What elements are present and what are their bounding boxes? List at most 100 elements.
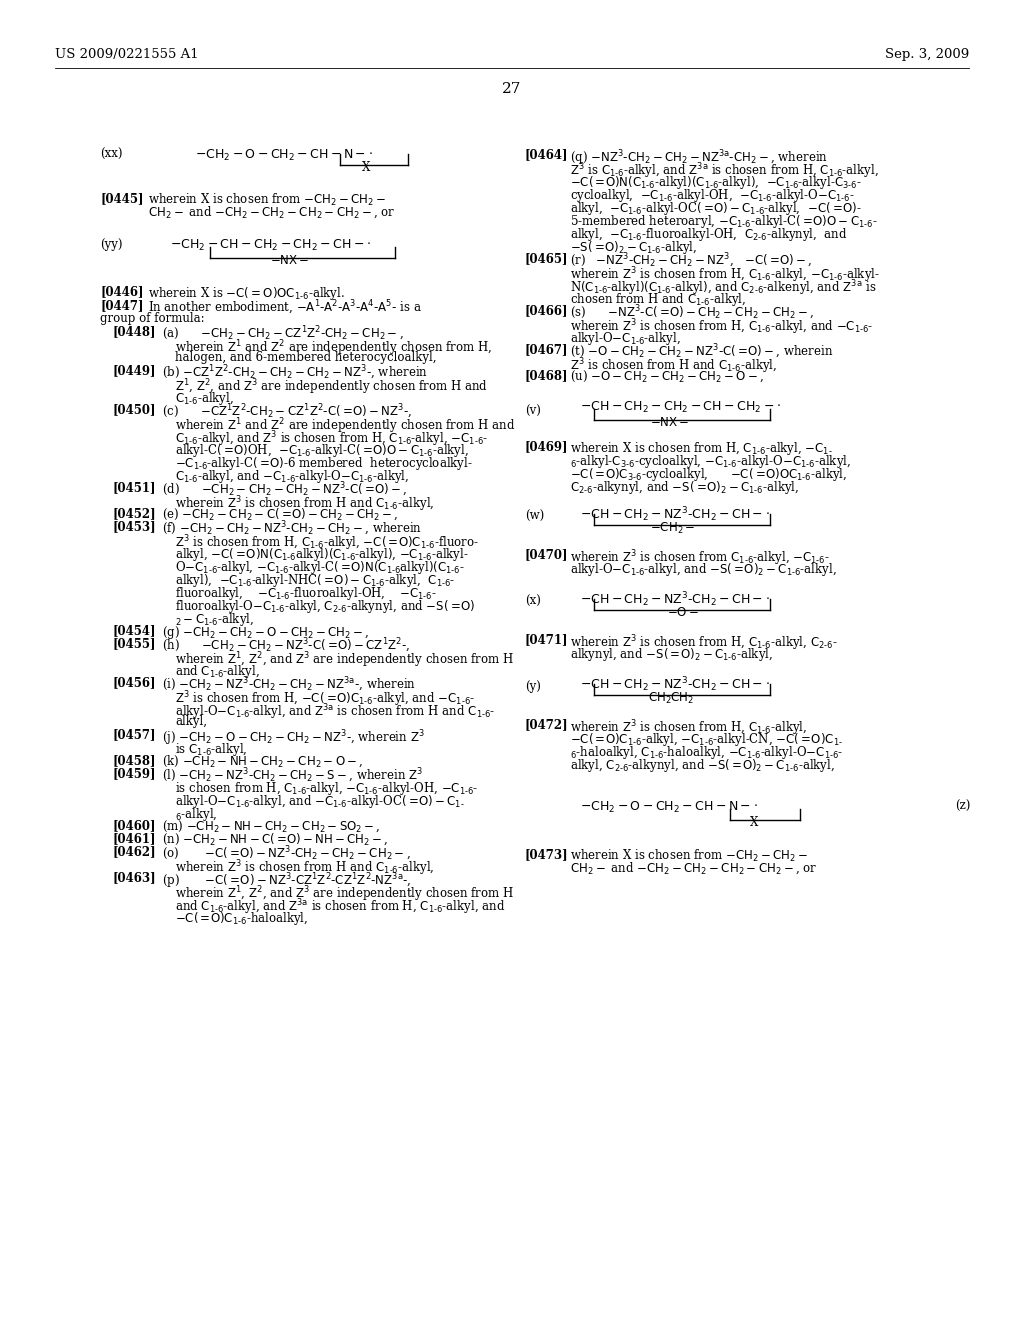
Text: alkyl,  $-\mathrm{C_{1\text{-}6}}$-alkyl-OC$(=\!\mathrm{O})-\mathrm{C_{1\text{-}: alkyl, $-\mathrm{C_{1\text{-}6}}$-alkyl-… xyxy=(570,201,861,216)
Text: wherein $\mathrm{Z^1}$ and $\mathrm{Z^2}$ are independently chosen from H and: wherein $\mathrm{Z^1}$ and $\mathrm{Z^2}… xyxy=(175,416,515,436)
Text: [0464]: [0464] xyxy=(525,148,568,161)
Text: $-\mathrm{C_{1\text{-}6}}$-alkyl-C$(=\!\mathrm{O})$-6 membered  heterocycloalkyl: $-\mathrm{C_{1\text{-}6}}$-alkyl-C$(=\!\… xyxy=(175,455,473,473)
Text: [0460]: [0460] xyxy=(112,818,156,832)
Text: (j) $-\mathrm{CH_2}-\mathrm{O}-\mathrm{CH_2}-\mathrm{CH_2}-\mathrm{NZ^3}\text{-}: (j) $-\mathrm{CH_2}-\mathrm{O}-\mathrm{C… xyxy=(162,729,425,747)
Text: (n) $-\mathrm{CH_2}-\mathrm{NH}-\mathrm{C}(=\!\mathrm{O})-\mathrm{NH}-\mathrm{CH: (n) $-\mathrm{CH_2}-\mathrm{NH}-\mathrm{… xyxy=(162,832,388,847)
Text: (r)   $-\mathrm{NZ^3}\text{-}\mathrm{CH_2}-\mathrm{CH_2}-\mathrm{NZ^3}$,   $-\ma: (r) $-\mathrm{NZ^3}\text{-}\mathrm{CH_2}… xyxy=(570,252,812,271)
Text: $-\mathrm{C}(=\!\mathrm{O})\mathrm{C_{1\text{-}6}}$-haloalkyl,: $-\mathrm{C}(=\!\mathrm{O})\mathrm{C_{1\… xyxy=(175,909,308,927)
Text: [0467]: [0467] xyxy=(525,343,568,356)
Text: wherein $\mathrm{Z^3}$ is chosen from H, $\mathrm{C_{1\text{-}6}}$-alkyl, and $-: wherein $\mathrm{Z^3}$ is chosen from H,… xyxy=(570,317,873,337)
Text: N$(\mathrm{C_{1\text{-}6}}$-alkyl$)(\mathrm{C_{1\text{-}6}}$-alkyl$)$, and $\mat: N$(\mathrm{C_{1\text{-}6}}$-alkyl$)(\mat… xyxy=(570,279,877,297)
Text: $\mathrm{CH_2}-$ and $-\mathrm{CH_2}-\mathrm{CH_2}-\mathrm{CH_2}-\mathrm{CH_2}-$: $\mathrm{CH_2}-$ and $-\mathrm{CH_2}-\ma… xyxy=(570,861,817,876)
Text: 27: 27 xyxy=(503,82,521,96)
Text: [0472]: [0472] xyxy=(525,718,568,731)
Text: [0446]: [0446] xyxy=(100,285,143,298)
Text: (g) $-\mathrm{CH_2}-\mathrm{CH_2}-\mathrm{O}-\mathrm{CH_2}-\mathrm{CH_2}-$,: (g) $-\mathrm{CH_2}-\mathrm{CH_2}-\mathr… xyxy=(162,624,370,642)
Text: (o)       $-\mathrm{C}(=\!\mathrm{O})-\mathrm{NZ^3}\text{-}\mathrm{CH_2}-\mathrm: (o) $-\mathrm{C}(=\!\mathrm{O})-\mathrm{… xyxy=(162,845,411,863)
Text: wherein $\mathrm{Z^3}$ is chosen from H, $\mathrm{C_{1\text{-}6}}$-alkyl, $-\mat: wherein $\mathrm{Z^3}$ is chosen from H,… xyxy=(570,265,880,285)
Text: $\mathrm{C_{1\text{-}6}}$-alkyl, and $-\mathrm{C_{1\text{-}6}}$-alkyl-O$-\mathrm: $\mathrm{C_{1\text{-}6}}$-alkyl, and $-\… xyxy=(175,469,410,484)
Text: wherein $\mathrm{Z^1}$, $\mathrm{Z^2}$, and $\mathrm{Z^3}$ are independently cho: wherein $\mathrm{Z^1}$, $\mathrm{Z^2}$, … xyxy=(175,649,514,669)
Text: (l) $-\mathrm{CH_2}-\mathrm{NZ^3}\text{-}\mathrm{CH_2}-\mathrm{CH_2}-\mathrm{S}-: (l) $-\mathrm{CH_2}-\mathrm{NZ^3}\text{-… xyxy=(162,767,423,785)
Text: (e) $-\mathrm{CH_2}-\mathrm{CH_2}-\mathrm{C}(=\!\mathrm{O})-\mathrm{CH_2}-\mathr: (e) $-\mathrm{CH_2}-\mathrm{CH_2}-\mathr… xyxy=(162,507,398,523)
Text: [0449]: [0449] xyxy=(112,364,156,378)
Text: (z): (z) xyxy=(955,800,971,813)
Text: $\mathrm{C_{2\text{-}6}}$-alkynyl, and $-\mathrm{S}(=\!\mathrm{O})_2-\mathrm{C_{: $\mathrm{C_{2\text{-}6}}$-alkynyl, and $… xyxy=(570,479,799,496)
Text: alkyl$)$,  $-\mathrm{C_{1\text{-}6}}$-alkyl-NHC$(=\!\mathrm{O})-\mathrm{C_{1\tex: alkyl$)$, $-\mathrm{C_{1\text{-}6}}$-alk… xyxy=(175,572,456,589)
Text: wherein X is chosen from $-\mathrm{CH_2}-\mathrm{CH_2}-$: wherein X is chosen from $-\mathrm{CH_2}… xyxy=(570,847,808,865)
Text: [0456]: [0456] xyxy=(112,676,156,689)
Text: (k) $-\mathrm{CH_2}-\mathrm{NH}-\mathrm{CH_2}-\mathrm{CH_2}-\mathrm{O}-$,: (k) $-\mathrm{CH_2}-\mathrm{NH}-\mathrm{… xyxy=(162,754,364,770)
Text: wherein $\mathrm{Z^1}$ and $\mathrm{Z^2}$ are independently chosen from H,: wherein $\mathrm{Z^1}$ and $\mathrm{Z^2}… xyxy=(175,338,493,358)
Text: alkyl-O$-\mathrm{C_{1\text{-}6}}$-alkyl,: alkyl-O$-\mathrm{C_{1\text{-}6}}$-alkyl, xyxy=(570,330,681,347)
Text: fluoroalkyl,    $-\mathrm{C_{1\text{-}6}}$-fluoroalkyl-OH,    $-\mathrm{C_{1\tex: fluoroalkyl, $-\mathrm{C_{1\text{-}6}}$-… xyxy=(175,585,437,602)
Text: $\mathrm{C_{1\text{-}6}}$-alkyl,: $\mathrm{C_{1\text{-}6}}$-alkyl, xyxy=(175,389,234,407)
Text: [0455]: [0455] xyxy=(112,638,156,649)
Text: $\mathrm{Z^3}$ is chosen from H and $\mathrm{C_{1\text{-}6}}$-alkyl,: $\mathrm{Z^3}$ is chosen from H and $\ma… xyxy=(570,356,777,376)
Text: $_2-\mathrm{C_{1\text{-}6}}$-alkyl,: $_2-\mathrm{C_{1\text{-}6}}$-alkyl, xyxy=(175,611,254,628)
Text: $_6$-alkyl,: $_6$-alkyl, xyxy=(175,807,217,822)
Text: and $\mathrm{C_{1\text{-}6}}$-alkyl,: and $\mathrm{C_{1\text{-}6}}$-alkyl, xyxy=(175,663,260,680)
Text: $-\mathrm{CH_2}-\mathrm{O}-\mathrm{CH_2}-\mathrm{CH}-\mathrm{N}-\!\cdot$: $-\mathrm{CH_2}-\mathrm{O}-\mathrm{CH_2}… xyxy=(580,800,758,814)
Text: (y): (y) xyxy=(525,680,541,693)
Text: alkynyl, and $-\mathrm{S}(=\!\mathrm{O})_2-\mathrm{C_{1\text{-}6}}$-alkyl,: alkynyl, and $-\mathrm{S}(=\!\mathrm{O})… xyxy=(570,645,773,663)
Text: [0465]: [0465] xyxy=(525,252,568,265)
Text: (t) $-\mathrm{O}-\mathrm{CH_2}-\mathrm{CH_2}-\mathrm{NZ^3}\text{-}\mathrm{C}(=\!: (t) $-\mathrm{O}-\mathrm{CH_2}-\mathrm{C… xyxy=(570,343,834,362)
Text: fluoroalkyl-O$-\mathrm{C_{1\text{-}6}}$-alkyl, $\mathrm{C_{2\text{-}6}}$-alkynyl: fluoroalkyl-O$-\mathrm{C_{1\text{-}6}}$-… xyxy=(175,598,475,615)
Text: (d)      $-\mathrm{CH_2}-\mathrm{CH_2}-\mathrm{CH_2}-\mathrm{NZ^3}\text{-}\mathr: (d) $-\mathrm{CH_2}-\mathrm{CH_2}-\mathr… xyxy=(162,480,408,499)
Text: (xx): (xx) xyxy=(100,148,123,161)
Text: $\mathrm{C_{1\text{-}6}}$-alkyl, and $\mathrm{Z^3}$ is chosen from H, $\mathrm{C: $\mathrm{C_{1\text{-}6}}$-alkyl, and $\m… xyxy=(175,429,488,449)
Text: alkyl, $\mathrm{C_{2\text{-}6}}$-alkynyl, and $-\mathrm{S}(=\!\mathrm{O})_2-\mat: alkyl, $\mathrm{C_{2\text{-}6}}$-alkynyl… xyxy=(570,756,835,774)
Text: alkyl-O$-\mathrm{C_{1\text{-}6}}$-alkyl, and $-\mathrm{C_{1\text{-}6}}$-alkyl-OC: alkyl-O$-\mathrm{C_{1\text{-}6}}$-alkyl,… xyxy=(175,793,465,810)
Text: Sep. 3, 2009: Sep. 3, 2009 xyxy=(885,48,969,61)
Text: $-\mathrm{CH_2}-\mathrm{CH}-\mathrm{CH_2}-\mathrm{CH_2}-\mathrm{CH}-\!\cdot$: $-\mathrm{CH_2}-\mathrm{CH}-\mathrm{CH_2… xyxy=(170,238,371,253)
Text: [0457]: [0457] xyxy=(112,729,156,741)
Text: $-\mathrm{NX}-$: $-\mathrm{NX}-$ xyxy=(650,416,689,429)
Text: $-\mathrm{C}(=\!\mathrm{O})\mathrm{C_{1\text{-}6}}$-alkyl, $-\mathrm{C_{1\text{-: $-\mathrm{C}(=\!\mathrm{O})\mathrm{C_{1\… xyxy=(570,731,843,748)
Text: (w): (w) xyxy=(525,510,544,523)
Text: [0447]: [0447] xyxy=(100,300,143,312)
Text: $-\mathrm{CH}-\mathrm{CH_2}-\mathrm{NZ^3}\text{-}\mathrm{CH_2}-\mathrm{CH}-\!\cd: $-\mathrm{CH}-\mathrm{CH_2}-\mathrm{NZ^3… xyxy=(580,506,770,524)
Text: $\mathrm{CH_2CH_2}$: $\mathrm{CH_2CH_2}$ xyxy=(648,690,694,706)
Text: [0471]: [0471] xyxy=(525,634,568,645)
Text: wherein X is chosen from $-\mathrm{CH_2}-\mathrm{CH_2}-$: wherein X is chosen from $-\mathrm{CH_2}… xyxy=(148,191,386,209)
Text: $-\mathrm{CH}-\mathrm{CH_2}-\mathrm{NZ^3}\text{-}\mathrm{CH_2}-\mathrm{CH}-\!\cd: $-\mathrm{CH}-\mathrm{CH_2}-\mathrm{NZ^3… xyxy=(580,590,770,609)
Text: $-\mathrm{O}-$: $-\mathrm{O}-$ xyxy=(667,606,699,619)
Text: (yy): (yy) xyxy=(100,238,123,251)
Text: $-\mathrm{CH}-\mathrm{CH_2}-\mathrm{NZ^3}\text{-}\mathrm{CH_2}-\mathrm{CH}-\!\cd: $-\mathrm{CH}-\mathrm{CH_2}-\mathrm{NZ^3… xyxy=(580,675,770,694)
Text: $-\mathrm{CH_2}-$: $-\mathrm{CH_2}-$ xyxy=(650,521,695,536)
Text: halogen, and 6-membered heterocycloalkyl,: halogen, and 6-membered heterocycloalkyl… xyxy=(175,351,436,364)
Text: chosen from H and $\mathrm{C_{1\text{-}6}}$-alkyl,: chosen from H and $\mathrm{C_{1\text{-}6… xyxy=(570,290,746,308)
Text: (h)      $-\mathrm{CH_2}-\mathrm{CH_2}-\mathrm{NZ^3}\text{-}\mathrm{C}(=\!\mathr: (h) $-\mathrm{CH_2}-\mathrm{CH_2}-\mathr… xyxy=(162,638,411,655)
Text: [0470]: [0470] xyxy=(525,548,568,561)
Text: [0445]: [0445] xyxy=(100,191,143,205)
Text: $-\mathrm{CH_2}-\mathrm{O}-\mathrm{CH_2}-\mathrm{CH}-\mathrm{N}-\!\cdot$: $-\mathrm{CH_2}-\mathrm{O}-\mathrm{CH_2}… xyxy=(195,148,373,164)
Text: group of formula:: group of formula: xyxy=(100,312,205,325)
Text: alkyl, $-\mathrm{C}(=\!\mathrm{O})\mathrm{N}(\mathrm{C_{1\text{-}6}}$alkyl$)(\ma: alkyl, $-\mathrm{C}(=\!\mathrm{O})\mathr… xyxy=(175,546,469,564)
Text: (p)       $-\mathrm{C}(=\!\mathrm{O})-\mathrm{NZ^3}\text{-}\mathrm{CZ^1Z^2}\text: (p) $-\mathrm{C}(=\!\mathrm{O})-\mathrm{… xyxy=(162,871,412,891)
Text: $-\mathrm{CH}-\mathrm{CH_2}-\mathrm{CH_2}-\mathrm{CH}-\mathrm{CH_2}-\!\cdot$: $-\mathrm{CH}-\mathrm{CH_2}-\mathrm{CH_2… xyxy=(580,400,781,414)
Text: alkyl-O$-\mathrm{C_{1\text{-}6}}$-alkyl, and $-\mathrm{S}(=\!\mathrm{O})_2-\math: alkyl-O$-\mathrm{C_{1\text{-}6}}$-alkyl,… xyxy=(570,561,837,578)
Text: (u) $-\mathrm{O}-\mathrm{CH_2}-\mathrm{CH_2}-\mathrm{CH_2}-\mathrm{O}-$,: (u) $-\mathrm{O}-\mathrm{CH_2}-\mathrm{C… xyxy=(570,370,764,384)
Text: and $\mathrm{C_{1\text{-}6}}$-alkyl, and $\mathrm{Z^{3a}}$ is chosen from H, $\m: and $\mathrm{C_{1\text{-}6}}$-alkyl, and… xyxy=(175,898,505,916)
Text: [0468]: [0468] xyxy=(525,370,568,381)
Text: (q) $-\mathrm{NZ^3}\text{-}\mathrm{CH_2}-\mathrm{CH_2}-\mathrm{NZ^{3a}}\text{-}\: (q) $-\mathrm{NZ^3}\text{-}\mathrm{CH_2}… xyxy=(570,148,828,168)
Text: $-\mathrm{C}(=\!\mathrm{O})\mathrm{C_{3\text{-}6}}$-cycloalkyl,      $-\mathrm{C: $-\mathrm{C}(=\!\mathrm{O})\mathrm{C_{3\… xyxy=(570,466,847,483)
Text: (c)      $-\mathrm{CZ^1Z^2}\text{-}\mathrm{CH_2}-\mathrm{CZ^1Z^2}\text{-}\mathrm: (c) $-\mathrm{CZ^1Z^2}\text{-}\mathrm{CH… xyxy=(162,403,412,421)
Text: $-\mathrm{S}(=\!\mathrm{O})_2-\mathrm{C_{1\text{-}6}}$-alkyl,: $-\mathrm{S}(=\!\mathrm{O})_2-\mathrm{C_… xyxy=(570,239,697,256)
Text: wherein $\mathrm{Z^1}$, $\mathrm{Z^2}$, and $\mathrm{Z^3}$ are independently cho: wherein $\mathrm{Z^1}$, $\mathrm{Z^2}$, … xyxy=(175,884,514,904)
Text: wherein $\mathrm{Z^3}$ is chosen from H, $\mathrm{C_{1\text{-}6}}$-alkyl, $\math: wherein $\mathrm{Z^3}$ is chosen from H,… xyxy=(570,634,838,652)
Text: In another embodiment, $-\mathrm{A^1}\text{-}\mathrm{A^2}\text{-}\mathrm{A^3}\te: In another embodiment, $-\mathrm{A^1}\te… xyxy=(148,300,422,317)
Text: [0454]: [0454] xyxy=(112,624,156,638)
Text: $-\mathrm{NX}-$: $-\mathrm{NX}-$ xyxy=(270,253,309,267)
Text: [0448]: [0448] xyxy=(112,325,156,338)
Text: $_6$-alkyl-$\mathrm{C_{3\text{-}6}}$-cycloalkyl, $-\mathrm{C_{1\text{-}6}}$-alky: $_6$-alkyl-$\mathrm{C_{3\text{-}6}}$-cyc… xyxy=(570,453,851,470)
Text: cycloalkyl,  $-\mathrm{C_{1\text{-}6}}$-alkyl-OH,  $-\mathrm{C_{1\text{-}6}}$-al: cycloalkyl, $-\mathrm{C_{1\text{-}6}}$-a… xyxy=(570,187,855,205)
Text: [0462]: [0462] xyxy=(112,845,156,858)
Text: $\mathrm{Z^3}$ is chosen from H, $-\mathrm{C}(=\!\mathrm{O})\mathrm{C_{1\text{-}: $\mathrm{Z^3}$ is chosen from H, $-\math… xyxy=(175,689,475,709)
Text: [0463]: [0463] xyxy=(112,871,156,884)
Text: 5-membered heteroaryl, $-\mathrm{C_{1\text{-}6}}$-alkyl-C$(=\!\mathrm{O})\mathrm: 5-membered heteroaryl, $-\mathrm{C_{1\te… xyxy=(570,213,878,230)
Text: (m) $-\mathrm{CH_2}-\mathrm{NH}-\mathrm{CH_2}-\mathrm{CH_2}-\mathrm{SO_2}-$,: (m) $-\mathrm{CH_2}-\mathrm{NH}-\mathrm{… xyxy=(162,818,381,834)
Text: (s)      $-\mathrm{NZ^3}\text{-}\mathrm{C}(=\!\mathrm{O})-\mathrm{CH_2}-\mathrm{: (s) $-\mathrm{NZ^3}\text{-}\mathrm{C}(=\… xyxy=(570,304,814,322)
Text: [0452]: [0452] xyxy=(112,507,156,520)
Text: [0469]: [0469] xyxy=(525,440,568,453)
